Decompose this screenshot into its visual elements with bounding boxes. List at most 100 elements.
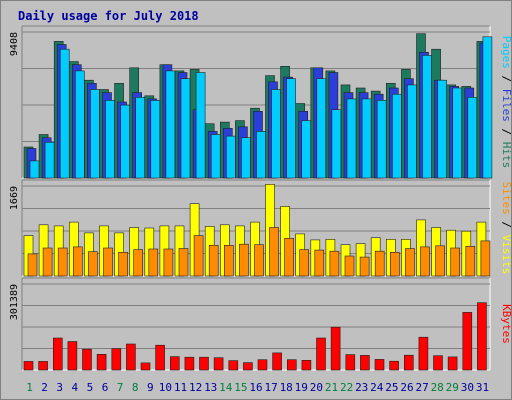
- bar-kbytes-6: [97, 354, 106, 370]
- bar-kbytes-25: [375, 359, 384, 370]
- x-tick-label-14: 14: [219, 381, 233, 394]
- bar-pages-13: [211, 135, 220, 179]
- bar-kbytes-5: [83, 349, 92, 370]
- x-tick-label-28: 28: [431, 381, 444, 394]
- bar-pages-16: [257, 131, 266, 178]
- bar-kbytes-19: [287, 360, 296, 370]
- x-tick-label-20: 20: [310, 381, 323, 394]
- bar-pages-3: [60, 49, 69, 178]
- x-tick-label-3: 3: [56, 381, 63, 394]
- bar-sites-30: [466, 246, 475, 276]
- legend-entry: /: [500, 122, 512, 142]
- bar-sites-17: [270, 228, 279, 277]
- bar-sites-22: [345, 256, 354, 276]
- x-tick-label-26: 26: [400, 381, 413, 394]
- legend-entry: Visits: [500, 235, 512, 275]
- x-tick-label-30: 30: [461, 381, 474, 394]
- x-tick-label-16: 16: [249, 381, 262, 394]
- bar-pages-19: [302, 121, 311, 178]
- bar-kbytes-4: [68, 342, 77, 371]
- legend-entry: Pages: [500, 36, 512, 69]
- bar-pages-15: [241, 138, 250, 178]
- bar-sites-7: [119, 252, 128, 276]
- x-tick-label-21: 21: [325, 381, 338, 394]
- bar-kbytes-32: [477, 303, 486, 370]
- x-tick-label-12: 12: [189, 381, 202, 394]
- bar-kbytes-16: [243, 363, 252, 370]
- legend-entry: KBytes: [500, 304, 512, 344]
- x-tick-label-11: 11: [174, 381, 187, 394]
- legend-entry: Hits: [500, 142, 512, 169]
- bar-sites-26: [405, 249, 414, 277]
- legend-top: Pages / Files / Hits: [500, 36, 512, 169]
- x-tick-label-23: 23: [355, 381, 368, 394]
- bar-pages-17: [272, 90, 281, 179]
- bar-pages-12: [196, 73, 205, 179]
- bar-sites-31: [481, 241, 490, 276]
- bar-pages-26: [407, 85, 416, 178]
- legend-entry: Files: [500, 89, 512, 122]
- bar-kbytes-27: [404, 355, 413, 370]
- bar-pages-28: [438, 80, 447, 178]
- x-tick-label-22: 22: [340, 381, 353, 394]
- x-tick-label-18: 18: [280, 381, 293, 394]
- legend-bottom: KBytes: [500, 304, 512, 344]
- bar-kbytes-15: [229, 361, 238, 370]
- bar-sites-15: [239, 244, 248, 276]
- legend-middle: Sites / Visits: [500, 182, 512, 275]
- bar-sites-28: [436, 246, 445, 276]
- bar-kbytes-30: [448, 357, 457, 370]
- bar-kbytes-3: [53, 338, 62, 370]
- bar-sites-20: [315, 250, 324, 276]
- bar-kbytes-9: [141, 363, 150, 370]
- bar-kbytes-13: [200, 357, 209, 370]
- chart-title: Daily usage for July 2018: [18, 9, 199, 23]
- y-tick-label: 301389: [9, 284, 20, 320]
- bar-kbytes-14: [214, 358, 223, 370]
- bar-sites-25: [390, 252, 399, 276]
- y-tick-label: 9408: [9, 32, 20, 56]
- y-tick-label: 1669: [9, 186, 20, 210]
- bar-pages-11: [181, 79, 190, 178]
- bar-pages-25: [392, 94, 401, 178]
- bar-pages-22: [347, 99, 356, 178]
- x-tick-label-1: 1: [26, 381, 33, 394]
- bar-pages-4: [75, 71, 84, 178]
- bar-pages-14: [226, 136, 235, 178]
- bar-kbytes-26: [390, 361, 399, 370]
- bar-sites-18: [285, 238, 294, 276]
- bar-pages-31: [483, 37, 492, 178]
- bar-sites-23: [360, 257, 369, 276]
- bar-kbytes-22: [331, 327, 340, 370]
- bar-sites-10: [164, 249, 173, 276]
- x-tick-label-13: 13: [204, 381, 217, 394]
- bar-kbytes-8: [126, 344, 135, 370]
- bar-kbytes-23: [346, 355, 355, 370]
- bar-kbytes-1: [24, 361, 33, 370]
- bar-sites-16: [255, 245, 264, 276]
- bar-pages-2: [45, 142, 54, 178]
- bar-pages-9: [151, 100, 160, 178]
- bar-sites-29: [451, 248, 460, 276]
- bar-pages-1: [30, 161, 39, 178]
- bar-pages-27: [423, 55, 432, 178]
- bar-pages-6: [106, 100, 115, 178]
- bar-kbytes-12: [185, 357, 194, 370]
- bar-pages-30: [468, 97, 477, 178]
- bar-sites-24: [375, 251, 384, 276]
- x-tick-label-9: 9: [147, 381, 154, 394]
- x-tick-label-7: 7: [117, 381, 124, 394]
- bar-sites-5: [88, 252, 97, 276]
- legend-entry: Sites: [500, 182, 512, 215]
- bar-sites-27: [421, 247, 430, 276]
- x-tick-label-31: 31: [476, 381, 489, 394]
- bar-kbytes-11: [170, 357, 179, 370]
- bar-sites-14: [224, 245, 233, 276]
- bar-sites-4: [73, 247, 82, 276]
- x-tick-label-15: 15: [234, 381, 247, 394]
- bar-pages-5: [90, 90, 99, 179]
- x-tick-label-8: 8: [132, 381, 139, 394]
- bar-pages-24: [377, 100, 386, 178]
